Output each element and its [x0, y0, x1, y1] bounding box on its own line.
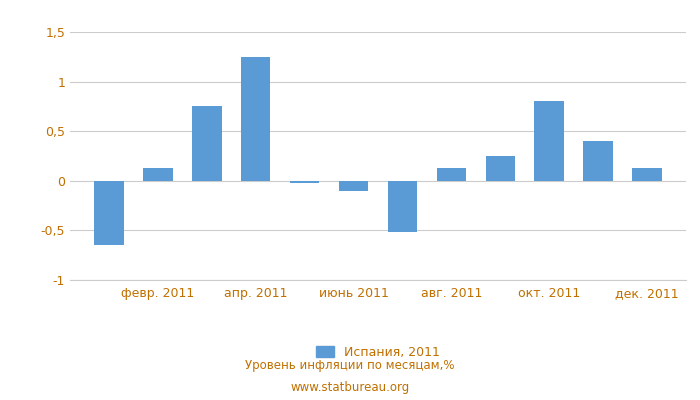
Bar [193, 106, 222, 181]
Bar [388, 181, 417, 232]
Bar [94, 181, 124, 245]
Bar [339, 181, 368, 191]
Bar [290, 181, 319, 183]
Bar [583, 141, 612, 181]
Text: www.statbureau.org: www.statbureau.org [290, 382, 410, 394]
Legend: Испания, 2011: Испания, 2011 [311, 341, 445, 364]
Bar [241, 57, 270, 181]
Text: Уровень инфляции по месяцам,%: Уровень инфляции по месяцам,% [245, 360, 455, 372]
Bar [534, 102, 564, 181]
Bar [486, 156, 515, 181]
Bar [144, 168, 173, 181]
Bar [632, 168, 662, 181]
Bar [437, 168, 466, 181]
